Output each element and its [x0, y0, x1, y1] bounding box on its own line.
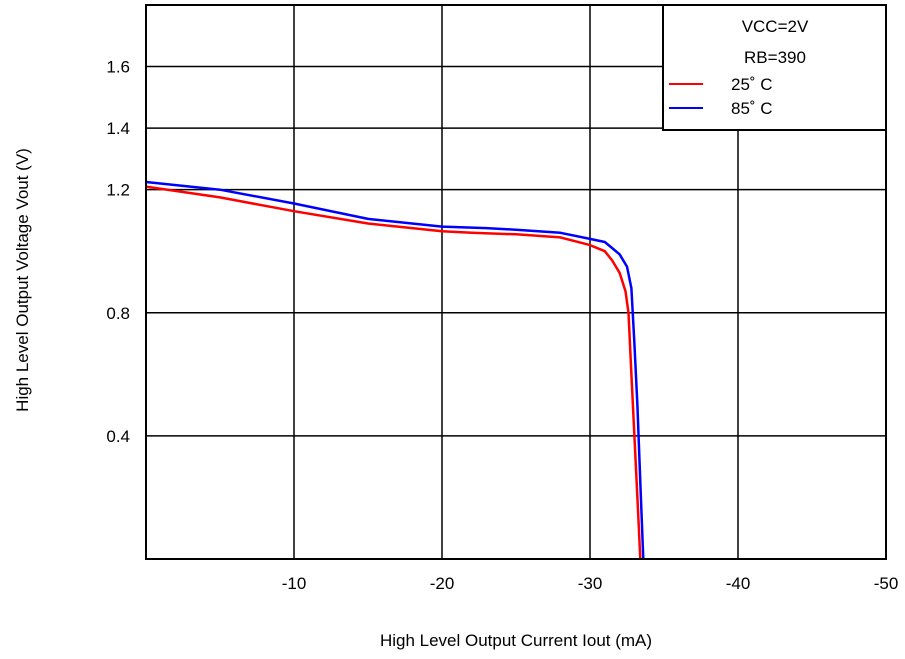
y-tick-label: 1.6: [106, 58, 130, 77]
x-tick-label: -30: [578, 574, 603, 593]
x-tick-label: -40: [726, 574, 751, 593]
x-tick-label: -20: [430, 574, 455, 593]
legend: VCC=2V RB=390 25˚ C 85˚ C: [662, 4, 887, 131]
series-layer: [145, 180, 645, 560]
legend-condition-vcc: VCC=2V: [742, 17, 809, 36]
series-line-0: [145, 185, 642, 560]
y-tick-label: 0.4: [106, 427, 130, 446]
y-tick-label: 0.8: [106, 304, 130, 323]
legend-condition-rb: RB=390: [744, 48, 806, 67]
y-axis-ticks: 0.4 0.8 1.2 1.4 1.6: [106, 58, 130, 446]
y-axis-label: High Level Output Voltage Vout (V): [13, 148, 32, 412]
legend-label-25c: 25˚ C: [731, 75, 773, 94]
plot-frame: [145, 4, 887, 560]
legend-box: [662, 4, 887, 131]
x-tick-label: -10: [282, 574, 307, 593]
x-tick-label: -50: [874, 574, 899, 593]
x-axis-label: High Level Output Current Iout (mA): [380, 631, 652, 650]
y-tick-label: 1.2: [106, 181, 130, 200]
legend-label-85c: 85˚ C: [731, 99, 773, 118]
y-tick-label: 1.4: [106, 119, 130, 138]
series-line-1: [145, 180, 645, 560]
x-axis-ticks: -10 -20 -30 -40 -50: [282, 574, 899, 593]
